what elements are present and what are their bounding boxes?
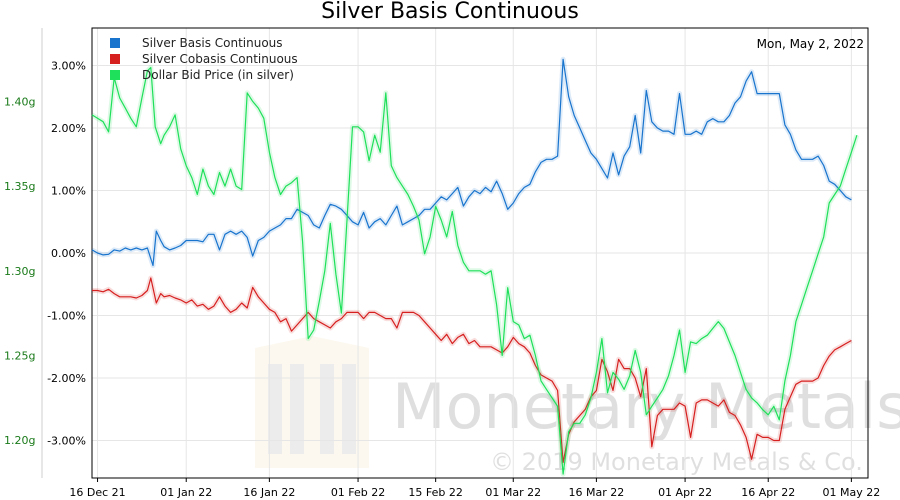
plot-frame (91, 27, 869, 479)
y-right-tick-label: 1.20g (4, 434, 35, 447)
series-line-1 (91, 58, 852, 267)
y-left-tick-label: 1.00% (51, 185, 86, 198)
series-glow (90, 56, 853, 268)
grid (92, 28, 868, 478)
x-tick-label: 16 Mar 22 (569, 486, 625, 499)
legend-label: Silver Basis Continuous (142, 36, 283, 50)
y-left-tick-label: -3.00% (47, 435, 86, 448)
y-left-tick-label: -2.00% (47, 372, 86, 385)
x-tick-label: 16 Dec 21 (69, 486, 125, 499)
x-tick-label: 01 Feb 22 (331, 486, 385, 499)
legend-swatch (110, 38, 120, 48)
chart-title: Silver Basis Continuous (321, 0, 579, 24)
y-right-axis: 1.40g 1.35g 1.30g 1.25g 1.20g (4, 95, 35, 447)
y-right-tick-label: 1.30g (4, 265, 35, 278)
x-axis: 16 Dec 21 01 Jan 22 16 Jan 22 01 Feb 22 15 F… (69, 478, 880, 499)
legend-label: Silver Cobasis Continuous (142, 52, 298, 66)
date-label: Mon, May 2, 2022 (757, 37, 864, 51)
x-tick-label: 01 Apr 22 (658, 486, 712, 499)
x-tick-label: 15 Feb 22 (408, 486, 462, 499)
y-left-tick-label: 0.00% (51, 247, 86, 260)
legend-label: Dollar Bid Price (in silver) (142, 68, 294, 82)
legend-swatch (110, 70, 120, 80)
x-tick-label: 16 Jan 22 (243, 486, 295, 499)
y-left-tick-label: -1.00% (47, 310, 86, 323)
watermark-copyright: © 2019 Monetary Metals & Co. (490, 448, 863, 476)
y-right-tick-label: 1.35g (4, 180, 35, 193)
x-tick-label: 01 May 22 (823, 486, 881, 499)
x-tick-label: 16 Apr 22 (741, 486, 795, 499)
watermark-logo-icon (255, 336, 369, 468)
y-left-axis: 3.00% 2.00% 1.00% 0.00% -1.00% -2.00% -3.00% (47, 60, 86, 448)
y-left-tick-label: 2.00% (51, 122, 86, 135)
watermark: Monetary Metals © 2019 Monetary Metals &… (255, 336, 900, 476)
series-line-2 (92, 277, 852, 463)
x-tick-label: 01 Mar 22 (485, 486, 541, 499)
x-tick-label: 01 Jan 22 (160, 486, 212, 499)
y-right-tick-label: 1.40g (4, 95, 35, 108)
legend-swatch (110, 54, 120, 64)
y-right-tick-label: 1.25g (4, 350, 35, 363)
y-left-tick-label: 3.00% (51, 60, 86, 73)
series-line-3 (91, 66, 858, 475)
watermark-brand: Monetary Metals (392, 370, 900, 443)
series-layer (90, 56, 860, 477)
legend: Silver Basis Continuous Silver Cobasis Co… (110, 36, 298, 82)
